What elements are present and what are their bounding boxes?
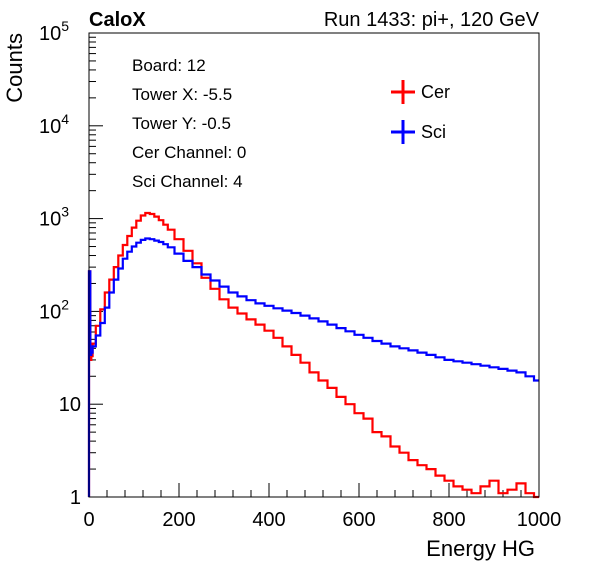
info-sci-channel: Sci Channel: 4 bbox=[132, 172, 243, 191]
y-tick-label: 1 bbox=[70, 487, 81, 509]
y-tick-label: 102 bbox=[39, 296, 69, 323]
legend-label-sci: Sci bbox=[421, 122, 446, 142]
y-tick-label: 104 bbox=[39, 111, 69, 138]
legend-marker-cer bbox=[391, 80, 415, 104]
x-tick-label: 0 bbox=[83, 509, 94, 531]
x-tick-label: 200 bbox=[162, 509, 195, 531]
y-axis-label: Counts bbox=[2, 33, 27, 103]
info-tower-x: Tower X: -5.5 bbox=[132, 85, 232, 104]
info-board: Board: 12 bbox=[132, 56, 206, 75]
legend-marker-sci bbox=[391, 120, 415, 144]
axis-ticks: 0 200 400 600 800 1000 1 10 102 103 104 105 bbox=[39, 18, 561, 531]
x-tick-label: 400 bbox=[252, 509, 285, 531]
series-line-cer bbox=[87, 211, 539, 499]
x-tick-label: 600 bbox=[342, 509, 375, 531]
y-tick-label: 10 bbox=[59, 394, 81, 416]
plot-frame bbox=[88, 32, 540, 498]
y-tick-label: 103 bbox=[39, 204, 69, 231]
x-axis-label: Energy HG bbox=[426, 536, 535, 561]
info-box: Board: 12 Tower X: -5.5 Tower Y: -0.5 Ce… bbox=[132, 56, 246, 191]
x-tick-label: 1000 bbox=[517, 509, 562, 531]
series-layer bbox=[87, 211, 539, 499]
x-tick-label: 800 bbox=[432, 509, 465, 531]
header-left: CaloX bbox=[89, 9, 146, 31]
header-right: Run 1433: pi+, 120 GeV bbox=[324, 9, 540, 31]
series-line-sci bbox=[87, 237, 539, 497]
legend-label-cer: Cer bbox=[421, 82, 450, 102]
info-tower-y: Tower Y: -0.5 bbox=[132, 114, 231, 133]
legend: Cer Sci bbox=[391, 80, 450, 144]
info-cer-channel: Cer Channel: 0 bbox=[132, 143, 246, 162]
y-tick-label: 105 bbox=[39, 18, 69, 45]
